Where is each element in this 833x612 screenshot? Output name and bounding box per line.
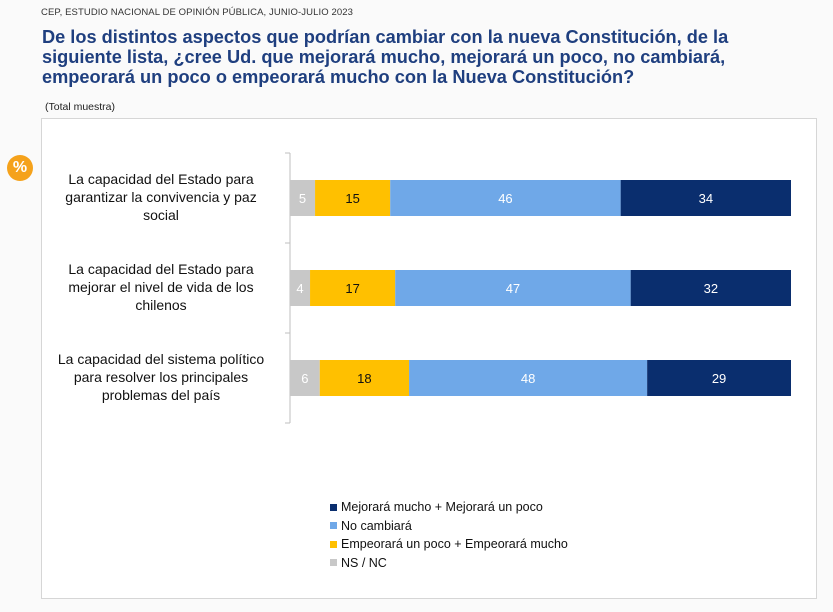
data-label: 47 bbox=[506, 281, 520, 296]
bar-segment bbox=[310, 270, 396, 306]
category-label-line: La capacidad del sistema político bbox=[57, 351, 265, 367]
bar-segment bbox=[290, 360, 320, 396]
category-label: La capacidad del sistema político para re… bbox=[41, 350, 281, 404]
data-label: 29 bbox=[712, 371, 726, 386]
category-label-line: social bbox=[143, 207, 179, 223]
bar-segment bbox=[290, 270, 311, 306]
data-label: 18 bbox=[357, 371, 371, 386]
data-label: 4 bbox=[296, 281, 303, 296]
source-caption: CEP, ESTUDIO NACIONAL DE OPINIÓN PÚBLICA… bbox=[41, 7, 353, 18]
category-label: La capacidad del Estado para mejorar el n… bbox=[41, 260, 281, 314]
legend-item: NS / NC bbox=[330, 554, 568, 573]
sample-base-note: (Total muestra) bbox=[45, 101, 116, 113]
bar-segment bbox=[290, 180, 316, 216]
bar-segment bbox=[647, 360, 791, 396]
category-label-line: chilenos bbox=[135, 297, 187, 313]
legend-label: No cambiará bbox=[341, 518, 412, 533]
legend-item: Mejorará mucho + Mejorará un poco bbox=[330, 498, 568, 517]
legend-swatch bbox=[330, 503, 337, 511]
legend-label: Empeorará un poco + Empeorará mucho bbox=[341, 537, 568, 552]
question-line: De los distintos aspectos que podrían ca… bbox=[42, 27, 729, 47]
data-label: 32 bbox=[704, 281, 718, 296]
data-label: 6 bbox=[301, 371, 308, 386]
category-label-line: La capacidad del Estado para bbox=[68, 261, 254, 277]
bar-segment bbox=[319, 360, 410, 396]
bar-segment bbox=[630, 270, 791, 306]
category-label-line: para resolver los principales bbox=[73, 369, 249, 385]
bar-segment bbox=[395, 270, 631, 306]
legend-swatch bbox=[330, 540, 337, 548]
bar-segment bbox=[409, 360, 648, 396]
legend-item: No cambiará bbox=[330, 517, 568, 536]
category-label-line: mejorar el nivel de vida de los bbox=[68, 279, 254, 295]
legend-swatch bbox=[330, 559, 337, 567]
legend-label: NS / NC bbox=[341, 555, 387, 570]
legend-item: Empeorará un poco + Empeorará mucho bbox=[330, 535, 568, 554]
bar-segment bbox=[620, 180, 791, 216]
question-line: empeorará un poco o empeorará mucho con … bbox=[42, 67, 635, 87]
data-label: 34 bbox=[699, 191, 713, 206]
category-label: La capacidad del Estado para garantizar l… bbox=[41, 170, 281, 224]
category-label-line: La capacidad del Estado para bbox=[68, 171, 254, 187]
data-label: 48 bbox=[521, 371, 535, 386]
question-title: De los distintos aspectos que podrían ca… bbox=[42, 27, 822, 87]
legend-swatch bbox=[330, 522, 337, 530]
legend-label: Mejorará mucho + Mejorará un poco bbox=[341, 500, 543, 515]
bar-segment bbox=[315, 180, 391, 216]
data-label: 5 bbox=[299, 191, 306, 206]
chart-legend: Mejorará mucho + Mejorará un poco No camb… bbox=[330, 498, 568, 572]
category-label-line: garantizar la convivencia y paz bbox=[65, 189, 257, 205]
data-label: 17 bbox=[345, 281, 359, 296]
data-label: 15 bbox=[345, 191, 359, 206]
question-line: siguiente lista, ¿cree Ud. que mejorará … bbox=[42, 47, 726, 67]
percent-badge-icon: % bbox=[7, 155, 33, 181]
bar-segment bbox=[390, 180, 621, 216]
data-label: 46 bbox=[498, 191, 512, 206]
category-label-line: problemas del país bbox=[101, 387, 221, 403]
